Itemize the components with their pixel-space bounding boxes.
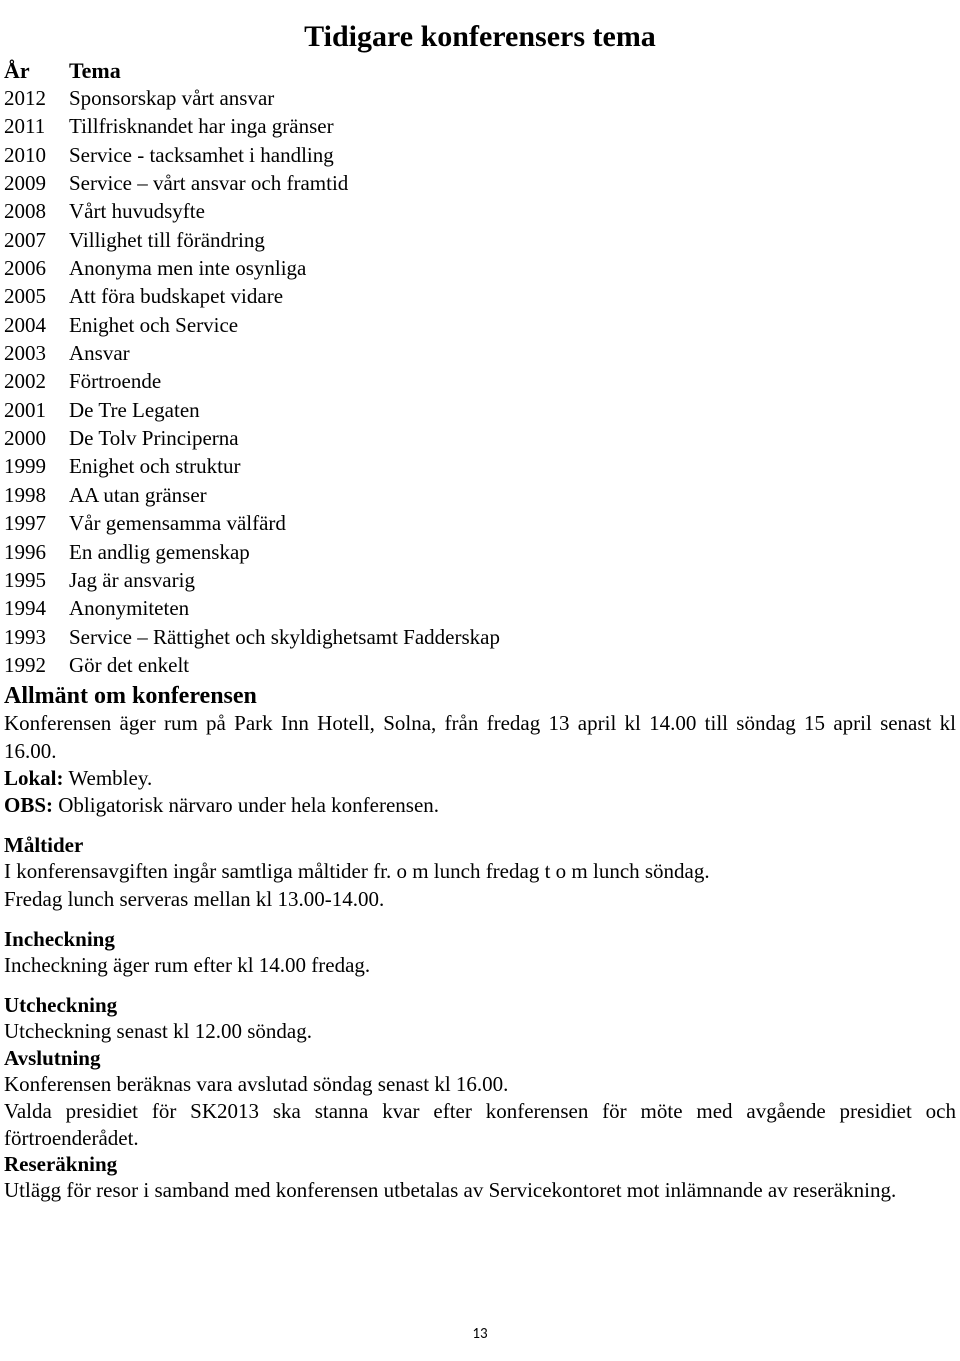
table-row: 1992Gör det enkelt	[0, 651, 960, 679]
year-cell: 1998	[4, 481, 69, 509]
tema-cell: Att föra budskapet vidare	[69, 282, 283, 310]
lokal-value: Wembley.	[64, 766, 153, 790]
tema-cell: Anonyma men inte osynliga	[69, 254, 306, 282]
maltider-p1: I konferensavgiften ingår samtliga målti…	[0, 858, 960, 885]
tema-cell: De Tre Legaten	[69, 396, 200, 424]
table-row: 1998AA utan gränser	[0, 481, 960, 509]
incheckning-heading: Incheckning	[0, 927, 960, 952]
tema-cell: Vårt huvudsyfte	[69, 197, 205, 225]
year-cell: 2010	[4, 141, 69, 169]
year-cell: 2003	[4, 339, 69, 367]
lokal-label: Lokal:	[4, 766, 64, 790]
table-row: 2000De Tolv Principerna	[0, 424, 960, 452]
table-row: 2005Att föra budskapet vidare	[0, 282, 960, 310]
header-tema: Tema	[69, 58, 121, 83]
obs-line: OBS: Obligatorisk närvaro under hela kon…	[0, 792, 960, 819]
year-cell: 2011	[4, 112, 69, 140]
year-cell: 2006	[4, 254, 69, 282]
table-row: 2012Sponsorskap vårt ansvar	[0, 84, 960, 112]
table-row: 2011Tillfrisknandet har inga gränser	[0, 112, 960, 140]
table-row: 1997Vår gemensamma välfärd	[0, 509, 960, 537]
year-cell: 2000	[4, 424, 69, 452]
table-header-row: År Tema	[0, 58, 960, 84]
tema-cell: Gör det enkelt	[69, 651, 189, 679]
table-row: 2007Villighet till förändring	[0, 226, 960, 254]
page-title: Tidigare konferensers tema	[0, 20, 960, 54]
year-cell: 1995	[4, 566, 69, 594]
maltider-p2: Fredag lunch serveras mellan kl 13.00-14…	[0, 886, 960, 913]
obs-value: Obligatorisk närvaro under hela konferen…	[53, 793, 439, 817]
avslutning-p2: Valda presidiet för SK2013 ska stanna kv…	[0, 1098, 960, 1153]
year-cell: 1999	[4, 452, 69, 480]
tema-cell: Enighet och struktur	[69, 452, 240, 480]
year-cell: 2008	[4, 197, 69, 225]
utcheckning-p1: Utcheckning senast kl 12.00 söndag.	[0, 1018, 960, 1045]
obs-label: OBS:	[4, 793, 53, 817]
year-cell: 2002	[4, 367, 69, 395]
reserakning-heading: Reseräkning	[0, 1152, 960, 1177]
tema-cell: Jag är ansvarig	[69, 566, 195, 594]
lokal-line: Lokal: Wembley.	[0, 765, 960, 792]
document-page: Tidigare konferensers tema År Tema 2012S…	[0, 0, 960, 1361]
year-cell: 1994	[4, 594, 69, 622]
year-cell: 2012	[4, 84, 69, 112]
table-row: 2010Service - tacksamhet i handling	[0, 141, 960, 169]
reserakning-p1: Utlägg för resor i samband med konferens…	[0, 1177, 960, 1204]
tema-cell: AA utan gränser	[69, 481, 207, 509]
tema-cell: Service - tacksamhet i handling	[69, 141, 334, 169]
table-row: 2001De Tre Legaten	[0, 396, 960, 424]
year-cell: 2009	[4, 169, 69, 197]
avslutning-heading: Avslutning	[0, 1046, 960, 1071]
table-row: 2006Anonyma men inte osynliga	[0, 254, 960, 282]
table-row: 2009Service – vårt ansvar och framtid	[0, 169, 960, 197]
table-row: 1993Service – Rättighet och skyldighetsa…	[0, 623, 960, 651]
tema-cell: De Tolv Principerna	[69, 424, 239, 452]
year-cell: 2007	[4, 226, 69, 254]
tema-cell: Ansvar	[69, 339, 130, 367]
avslutning-p1: Konferensen beräknas vara avslutad sönda…	[0, 1071, 960, 1098]
tema-cell: Förtroende	[69, 367, 161, 395]
table-row: 2008Vårt huvudsyfte	[0, 197, 960, 225]
table-row: 1995Jag är ansvarig	[0, 566, 960, 594]
section-allmant-heading: Allmänt om konferensen	[0, 683, 960, 710]
table-row: 1996En andlig gemenskap	[0, 538, 960, 566]
table-row: 2003Ansvar	[0, 339, 960, 367]
tema-cell: Service – Rättighet och skyldighetsamt F…	[69, 623, 500, 651]
year-cell: 1992	[4, 651, 69, 679]
theme-table: 2012Sponsorskap vårt ansvar2011Tillfrisk…	[0, 84, 960, 679]
utcheckning-heading: Utcheckning	[0, 993, 960, 1018]
tema-cell: Tillfrisknandet har inga gränser	[69, 112, 334, 140]
table-row: 1994Anonymiteten	[0, 594, 960, 622]
header-year: År	[4, 58, 65, 84]
tema-cell: Vår gemensamma välfärd	[69, 509, 286, 537]
allmant-paragraph-1: Konferensen äger rum på Park Inn Hotell,…	[0, 710, 960, 765]
year-cell: 1997	[4, 509, 69, 537]
tema-cell: Service – vårt ansvar och framtid	[69, 169, 348, 197]
year-cell: 1993	[4, 623, 69, 651]
year-cell: 2004	[4, 311, 69, 339]
tema-cell: Sponsorskap vårt ansvar	[69, 84, 274, 112]
table-row: 2004Enighet och Service	[0, 311, 960, 339]
maltider-heading: Måltider	[0, 833, 960, 858]
table-row: 2002Förtroende	[0, 367, 960, 395]
page-number: 13	[0, 1325, 960, 1343]
tema-cell: En andlig gemenskap	[69, 538, 250, 566]
tema-cell: Anonymiteten	[69, 594, 189, 622]
tema-cell: Enighet och Service	[69, 311, 238, 339]
tema-cell: Villighet till förändring	[69, 226, 265, 254]
year-cell: 2001	[4, 396, 69, 424]
table-row: 1999Enighet och struktur	[0, 452, 960, 480]
incheckning-p1: Incheckning äger rum efter kl 14.00 fred…	[0, 952, 960, 979]
year-cell: 1996	[4, 538, 69, 566]
year-cell: 2005	[4, 282, 69, 310]
